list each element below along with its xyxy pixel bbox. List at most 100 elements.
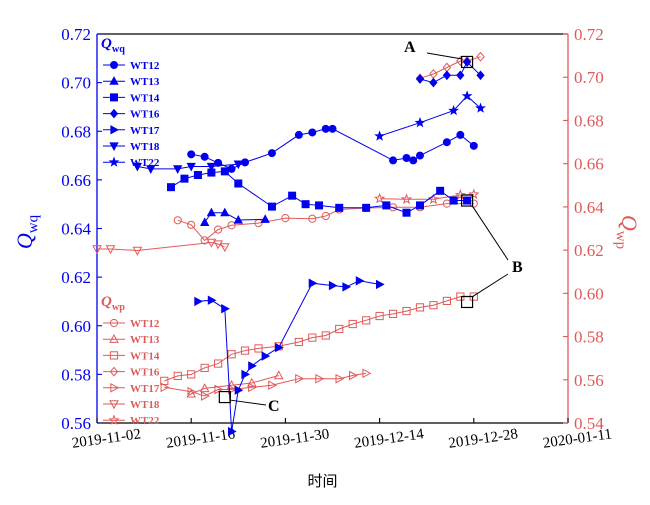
wq-WT18-point <box>206 162 217 172</box>
wp-legend-marker <box>109 333 119 343</box>
wq-legend-entry: WT18 <box>130 141 160 153</box>
y-left-tick-label: 0.72 <box>61 25 91 44</box>
y-left-tick-label: 0.68 <box>61 122 91 141</box>
wp-WT14-point <box>362 316 371 325</box>
y-right-axis-title: Qwp <box>613 215 643 249</box>
y-right-tick-label: 0.64 <box>574 198 604 217</box>
wp-WT14-point <box>240 346 250 355</box>
annotation-leader <box>426 52 463 60</box>
wq-WT12-point <box>415 151 424 160</box>
wq-WT18-point <box>233 160 243 170</box>
wq-legend-entry: WT14 <box>130 92 160 104</box>
wq-WT13-point <box>233 214 243 224</box>
annotation-box <box>218 390 231 404</box>
wq-WT22-line <box>379 95 481 137</box>
wq-WT18-point <box>186 162 196 172</box>
wq-WT17-point <box>355 276 365 286</box>
wq-WT16-point <box>476 70 485 81</box>
wq-legend-entry: WT22 <box>130 157 160 169</box>
wq-legend-entry: WT12 <box>130 60 160 72</box>
wp-WT17-point <box>187 386 197 397</box>
wq-legend-entry: WT13 <box>130 76 160 88</box>
wq-WT16-line <box>419 61 481 84</box>
wp-WT13-point <box>226 379 237 389</box>
wq-WT12-point <box>402 153 411 162</box>
wq-WT16-point <box>415 74 425 84</box>
y-right-tick-label: 0.66 <box>574 155 604 174</box>
annotation-leader <box>471 205 509 261</box>
wq-WT13-point <box>206 207 217 217</box>
wp-WT14-point <box>402 306 411 316</box>
y-left-tick-label: 0.60 <box>61 317 91 336</box>
wq-WT22-point <box>475 102 486 113</box>
wq-WT17-line <box>197 280 380 432</box>
wp-legend-marker <box>108 414 120 425</box>
wq-WT14-point <box>315 201 324 210</box>
wp-legend-marker <box>109 318 119 328</box>
wp-legend-marker <box>110 382 120 393</box>
wq-legend-title: Qwq <box>101 36 125 55</box>
wp-legend-marker <box>109 351 119 360</box>
wq-WT17-point <box>248 361 257 371</box>
wq-legend-marker <box>110 125 120 135</box>
x-tick-label: 2019-12-14 <box>353 426 425 452</box>
wq-WT16-point <box>429 77 438 88</box>
y-right-tick-label: 0.58 <box>574 328 604 347</box>
annotation-box <box>460 295 474 309</box>
wq-WT17-point <box>308 278 318 288</box>
wq-WT17-point <box>221 304 230 314</box>
wp-WT13-point <box>199 383 210 393</box>
wp-WT14-point <box>348 319 357 329</box>
wq-WT12-point <box>321 124 330 133</box>
wp-WT14-point <box>321 331 330 340</box>
wq-WT14-point <box>301 200 310 209</box>
wp-WT12-line <box>177 203 474 242</box>
wp-WT18-point <box>213 240 223 250</box>
annotation-label-b: B <box>512 259 523 276</box>
annotation-box <box>460 55 474 69</box>
wq-WT17-point <box>241 369 251 380</box>
wq-WT17-point <box>227 426 237 437</box>
y-left-tick-label: 0.70 <box>61 74 91 93</box>
wp-WT14-point <box>294 337 303 347</box>
y-left-tick-label: 0.64 <box>61 220 91 239</box>
wp-WT17-point <box>362 368 372 379</box>
wq-WT12-point <box>308 128 317 137</box>
x-tick-label: 2019-11-30 <box>259 426 330 452</box>
wp-WT14-line <box>164 296 474 382</box>
wq-WT12-point <box>200 152 209 161</box>
wq-WT17-point <box>194 296 203 307</box>
y-right-tick-label: 0.68 <box>574 111 604 130</box>
y-left-tick-label: 0.56 <box>61 414 91 433</box>
wp-WT22-point <box>468 188 480 200</box>
wp-WT14-point <box>335 324 344 334</box>
wp-WT14-point <box>415 303 425 312</box>
wq-WT14-point <box>463 196 472 205</box>
wq-WT14-point <box>382 201 391 210</box>
wp-legend-marker <box>109 400 119 410</box>
wp-WT14-point <box>388 309 398 318</box>
wq-WT14-point <box>180 174 189 183</box>
wq-WT17-point <box>342 282 352 292</box>
wq-legend-entry: WT17 <box>130 125 160 137</box>
wq-WT14-point <box>335 203 344 212</box>
wq-WT13-point <box>260 214 270 223</box>
wp-WT18-point <box>219 243 230 253</box>
wp-legend-marker <box>109 366 119 377</box>
wq-WT13-point <box>220 207 230 217</box>
wq-WT22-point <box>374 130 385 141</box>
wp-WT18-point <box>132 246 143 256</box>
wq-WT14-point <box>288 191 297 200</box>
wp-WT12-point <box>173 216 182 225</box>
wp-WT12-point <box>187 220 196 229</box>
annotation-box <box>460 194 474 207</box>
annotation-label-c: C <box>268 398 280 415</box>
wq-WT14-point <box>193 171 202 180</box>
wp-WT14-point <box>429 301 438 310</box>
wp-WT12-point <box>214 225 223 234</box>
wp-legend-entry: WT16 <box>130 367 160 379</box>
wq-legend-marker <box>110 93 119 102</box>
wp-WT12-point <box>281 214 290 223</box>
wq-WT16-point <box>456 70 465 81</box>
